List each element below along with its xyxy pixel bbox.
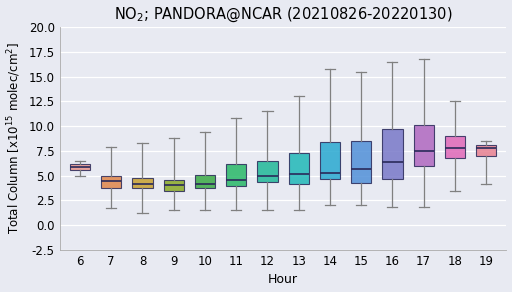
PathPatch shape [414, 125, 434, 166]
PathPatch shape [70, 164, 90, 170]
Y-axis label: Total Column [x10$^{15}$ molec/cm$^2$]: Total Column [x10$^{15}$ molec/cm$^2$] [6, 43, 23, 234]
PathPatch shape [351, 141, 371, 183]
PathPatch shape [163, 180, 184, 191]
PathPatch shape [320, 142, 340, 179]
PathPatch shape [476, 145, 496, 156]
PathPatch shape [132, 178, 153, 187]
PathPatch shape [226, 164, 246, 186]
PathPatch shape [382, 129, 402, 179]
PathPatch shape [445, 136, 465, 158]
PathPatch shape [289, 153, 309, 184]
PathPatch shape [101, 176, 121, 187]
PathPatch shape [195, 175, 215, 187]
PathPatch shape [258, 161, 278, 182]
X-axis label: Hour: Hour [268, 273, 298, 286]
Title: NO$_2$; PANDORA@NCAR (20210826-20220130): NO$_2$; PANDORA@NCAR (20210826-20220130) [114, 6, 452, 24]
